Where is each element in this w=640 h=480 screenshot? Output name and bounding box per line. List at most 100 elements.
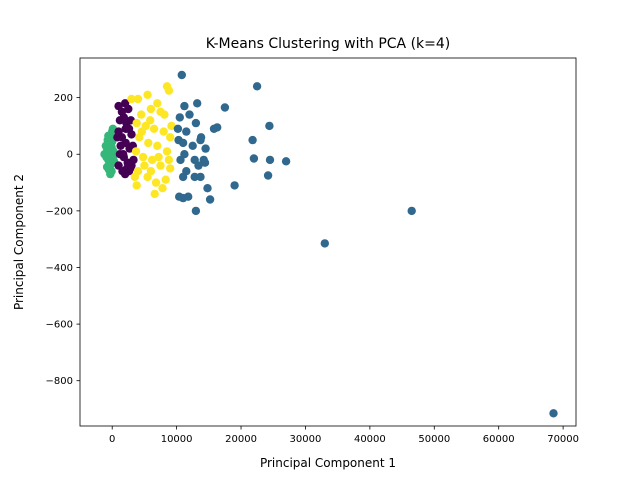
x-tick-label: 10000 — [161, 434, 193, 445]
x-axis: 0 10000 20000 30000 40000 50000 60000 70000 — [109, 426, 579, 445]
cluster-1-point — [176, 155, 185, 165]
cluster-0-point — [116, 141, 125, 150]
cluster-0-point — [124, 104, 133, 114]
cluster-1-point — [184, 192, 193, 201]
cluster-1-point — [191, 118, 201, 128]
cluster-3-point — [146, 116, 155, 125]
cluster-3-point — [154, 152, 163, 162]
cluster-3-point — [132, 118, 141, 128]
cluster-3-point — [146, 104, 156, 114]
cluster-3-point — [162, 147, 172, 156]
x-tick-label: 30000 — [290, 434, 322, 445]
cluster-1-point — [549, 409, 558, 418]
x-tick-label: 50000 — [418, 434, 450, 445]
cluster-1-point — [185, 110, 194, 119]
cluster-1-point — [180, 101, 189, 111]
cluster-0-point — [119, 150, 128, 159]
cluster-1-point — [263, 171, 273, 180]
cluster-1-point — [248, 135, 257, 145]
cluster-3-point — [137, 127, 146, 136]
cluster-2-point — [104, 131, 113, 140]
y-tick-label: −200 — [46, 206, 73, 217]
cluster-3-point — [164, 155, 174, 165]
cluster-1-point — [249, 154, 259, 163]
cluster-1-point — [407, 206, 416, 216]
cluster-1-point — [178, 138, 188, 148]
cluster-3-point — [166, 133, 175, 142]
x-tick-label: 20000 — [225, 434, 257, 445]
cluster-3-point — [161, 175, 170, 184]
cluster-1-point — [188, 141, 197, 150]
cluster-1-point — [182, 127, 191, 136]
cluster-1-point — [220, 103, 230, 112]
x-tick-label: 60000 — [483, 434, 515, 445]
cluster-3-point — [151, 178, 161, 187]
cluster-0-point — [121, 124, 130, 133]
cluster-1-point — [230, 181, 239, 190]
cluster-3-point — [138, 152, 148, 162]
cluster-1-point — [178, 172, 188, 182]
cluster-3-point — [130, 172, 139, 182]
cluster-3-point — [156, 161, 165, 170]
cluster-2-point — [107, 143, 116, 152]
cluster-1-point — [190, 172, 199, 182]
cluster-3-point — [146, 167, 156, 176]
cluster-3-point — [127, 94, 136, 104]
cluster-3-point — [133, 94, 143, 104]
y-tick-label: −600 — [46, 320, 73, 331]
y-tick-label: 0 — [67, 150, 73, 161]
cluster-1-point — [196, 135, 205, 145]
chart-title: K-Means Clustering with PCA (k=4) — [206, 36, 451, 52]
y-axis: 200 0 −200 −400 −600 −800 — [46, 93, 80, 387]
cluster-1-point — [177, 70, 186, 80]
cluster-0-point — [127, 130, 136, 139]
cluster-3-point — [164, 86, 174, 95]
cluster-1-point — [201, 144, 210, 153]
cluster-1-point — [213, 123, 222, 132]
points-layer — [100, 70, 558, 418]
cluster-3-point — [167, 121, 176, 131]
cluster-1-point — [196, 172, 205, 182]
cluster-1-point — [194, 161, 203, 170]
y-tick-label: 200 — [54, 93, 73, 104]
cluster-2-point — [104, 165, 114, 174]
cluster-3-point — [160, 110, 169, 119]
cluster-1-point — [205, 195, 215, 204]
cluster-1-point — [193, 99, 202, 108]
y-tick-label: −400 — [46, 263, 73, 274]
cluster-3-point — [150, 189, 159, 199]
cluster-1-point — [252, 82, 262, 91]
cluster-3-point — [137, 110, 146, 119]
cluster-0-point — [113, 133, 122, 142]
cluster-3-point — [147, 155, 157, 165]
x-tick-label: 40000 — [354, 434, 386, 445]
cluster-3-point — [153, 99, 162, 108]
cluster-1-point — [281, 157, 291, 166]
cluster-1-point — [173, 124, 183, 133]
cluster-1-point — [175, 113, 184, 122]
cluster-3-point — [149, 124, 159, 133]
cluster-3-point — [144, 138, 153, 148]
cluster-3-point — [166, 164, 175, 173]
cluster-3-point — [158, 184, 167, 193]
plot-area-frame — [79, 57, 577, 427]
cluster-1-point — [203, 184, 212, 193]
cluster-1-point — [265, 121, 274, 131]
x-tick-label: 0 — [109, 434, 115, 445]
x-axis-label: Principal Component 1 — [260, 456, 396, 470]
cluster-1-point — [320, 239, 329, 248]
cluster-3-point — [143, 90, 152, 100]
y-tick-label: −800 — [46, 376, 73, 387]
cluster-1-point — [191, 206, 201, 216]
cluster-3-point — [153, 141, 162, 150]
y-axis-label: Principal Component 2 — [12, 174, 26, 310]
cluster-1-point — [265, 155, 275, 165]
cluster-3-point — [159, 127, 168, 136]
cluster-3-point — [132, 181, 141, 190]
cluster-3-point — [131, 147, 141, 156]
cluster-1-point — [200, 158, 210, 167]
x-tick-label: 70000 — [547, 434, 579, 445]
cluster-0-point — [127, 161, 136, 170]
